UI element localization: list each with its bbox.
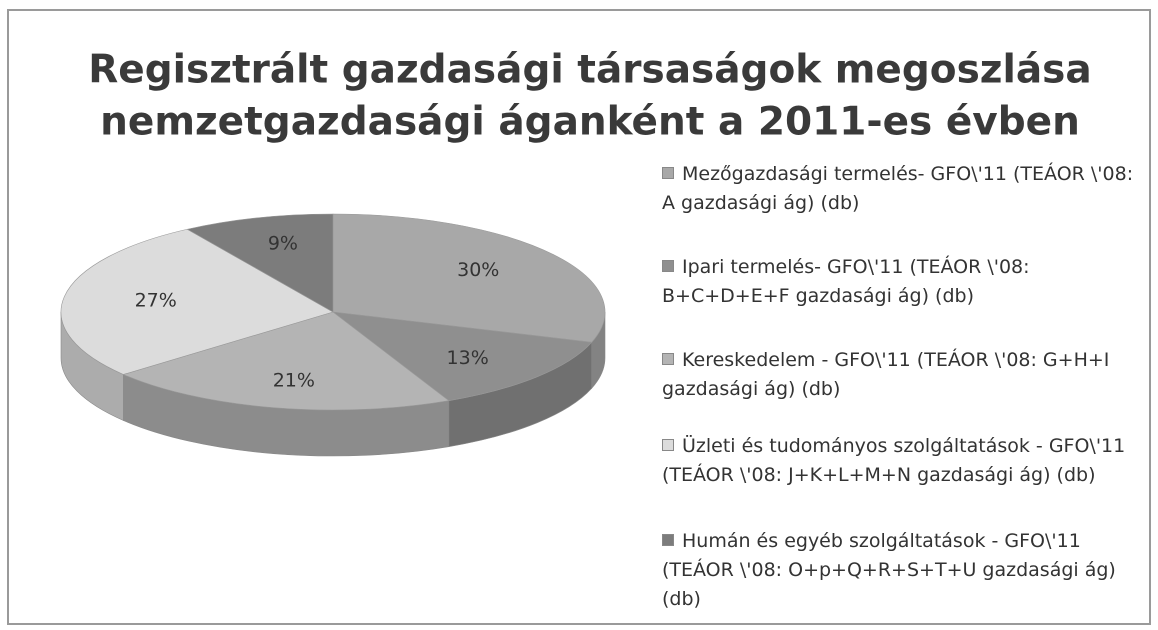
slice: [186, 213, 334, 313]
legend-label: Mezőgazdasági termelés- GFO\'11 (TEÁOR \…: [662, 163, 1134, 214]
data-label: 13%: [447, 347, 489, 369]
legend-swatch: [662, 353, 674, 365]
legend-entry: Humán és egyéb szolgáltatások - GFO\'11 …: [662, 527, 1142, 614]
slice: [122, 311, 450, 411]
legend-entry: Mezőgazdasági termelés- GFO\'11 (TEÁOR \…: [662, 160, 1142, 218]
slice: [332, 213, 606, 343]
legend-swatch: [662, 260, 674, 272]
legend-entry: Ipari termelés- GFO\'11 (TEÁOR \'08: B+C…: [662, 253, 1142, 311]
slice: [331, 311, 593, 401]
legend-entry: Üzleti és tudományos szolgáltatások - GF…: [662, 432, 1142, 490]
legend-swatch: [662, 534, 674, 546]
legend-label: Üzleti és tudományos szolgáltatások - GF…: [662, 435, 1126, 486]
chart-title: Regisztrált gazdasági társaságok megoszl…: [88, 48, 1091, 93]
data-label: 9%: [268, 233, 298, 255]
legend-label: Kereskedelem - GFO\'11 (TEÁOR \'08: G+H+…: [662, 349, 1110, 400]
legend-swatch: [662, 167, 674, 179]
legend-swatch: [662, 439, 674, 451]
legend-label: Humán és egyéb szolgáltatások - GFO\'11 …: [662, 530, 1116, 610]
data-label: 21%: [273, 369, 315, 391]
data-label: 27%: [135, 289, 177, 311]
legend-label: Ipari termelés- GFO\'11 (TEÁOR \'08: B+C…: [662, 256, 1030, 307]
legend-entry: Kereskedelem - GFO\'11 (TEÁOR \'08: G+H+…: [662, 346, 1142, 404]
chart-title: nemzetgazdasági áganként a 2011-es évben: [100, 100, 1080, 145]
slice: [60, 228, 334, 375]
data-label: 30%: [457, 259, 499, 281]
